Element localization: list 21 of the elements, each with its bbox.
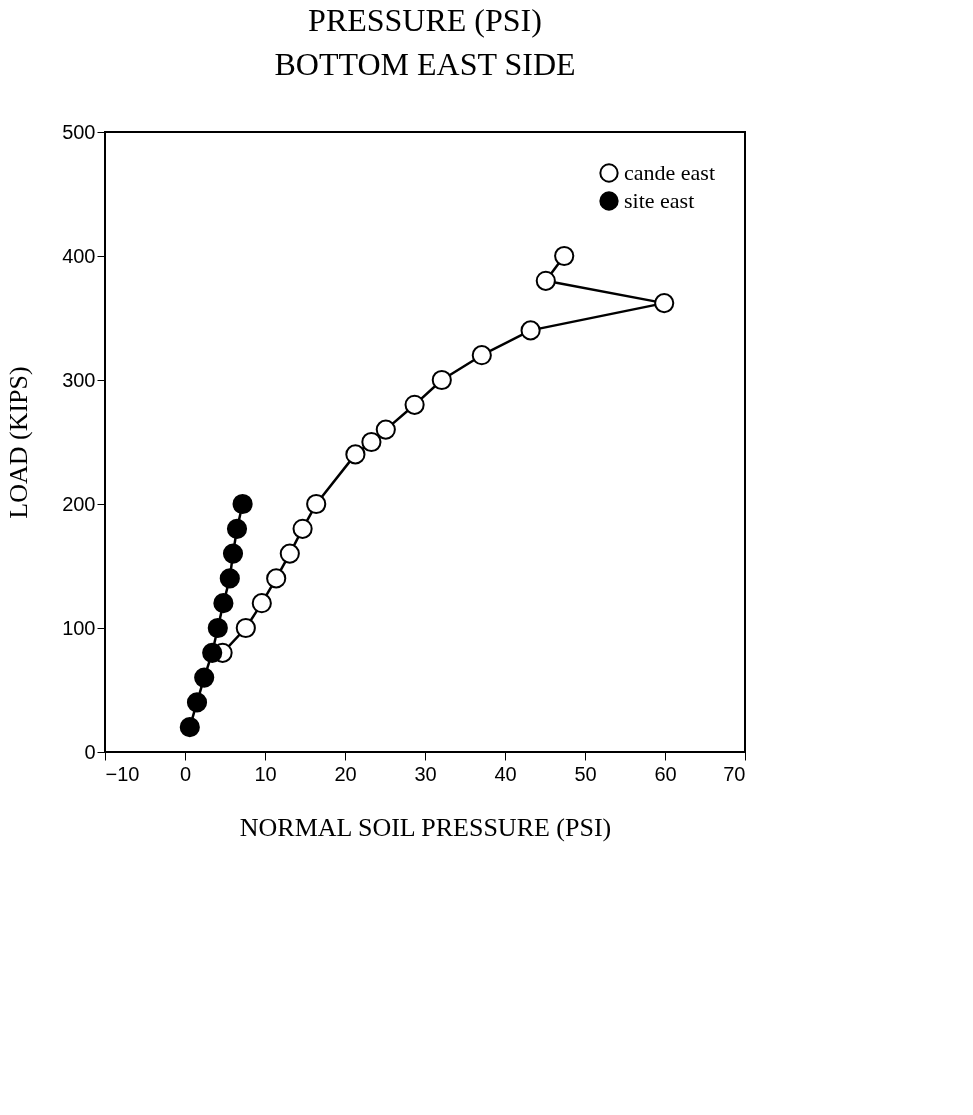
y-axis-title: LOAD (KIPS) — [4, 366, 34, 519]
y-tick-label: 300 — [62, 368, 96, 391]
legend-label: cande east — [624, 160, 715, 185]
y-tick-label: 400 — [62, 244, 96, 267]
x-tick-label: 30 — [414, 762, 437, 785]
x-tick-label: 20 — [334, 762, 357, 785]
x-tick-label: 10 — [254, 762, 277, 785]
chart-subtitle: BOTTOM EAST SIDE — [274, 46, 576, 82]
chart-title: PRESSURE (PSI) — [308, 2, 542, 38]
x-tick-label: 50 — [574, 762, 597, 785]
x-tick-label: 0 — [179, 762, 192, 785]
x-tick-label: 40 — [494, 762, 517, 785]
x-tick-label: −10 — [105, 762, 140, 785]
y-tick-label: 500 — [62, 120, 96, 143]
x-tick-label: 60 — [654, 762, 677, 785]
y-tick-label: 100 — [62, 616, 96, 639]
y-tick-label: 200 — [62, 492, 96, 515]
y-tick-label: 0 — [84, 740, 96, 763]
legend-label: site east — [624, 188, 695, 213]
x-tick-label: 70 — [723, 762, 746, 785]
x-axis-title: NORMAL SOIL PRESSURE (PSI) — [239, 812, 612, 842]
